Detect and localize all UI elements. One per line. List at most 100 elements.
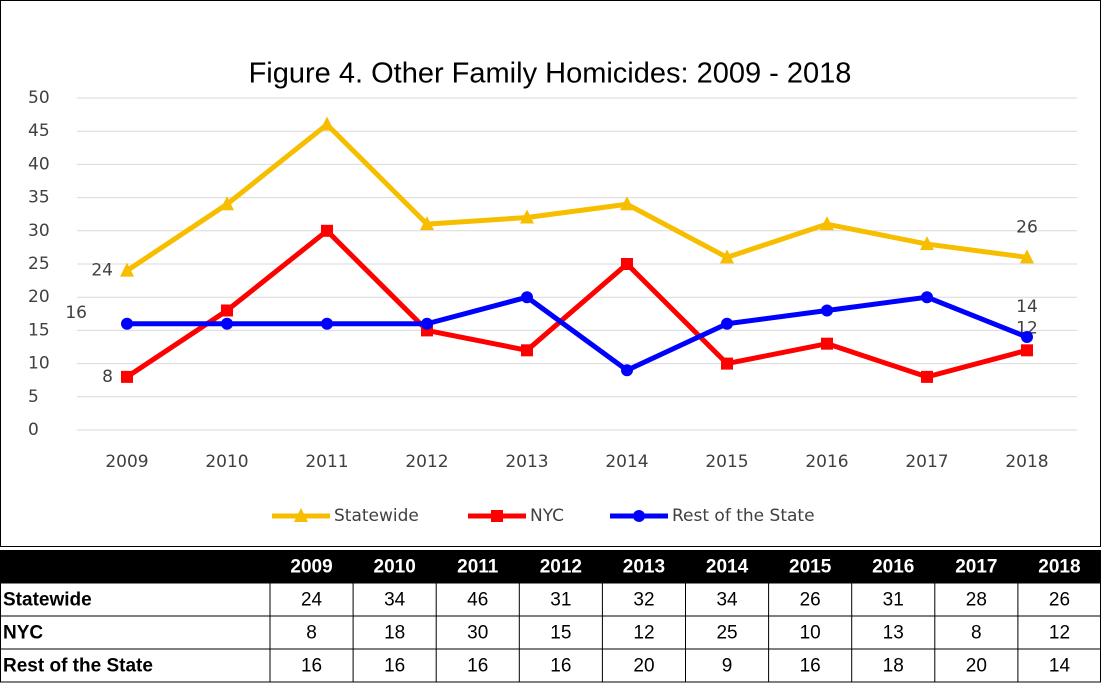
data-label: 26 <box>1016 217 1038 237</box>
table-cell: 15 <box>550 623 571 644</box>
table-cell: 28 <box>966 590 987 611</box>
marker <box>121 317 133 330</box>
series-line <box>127 294 1028 373</box>
marker <box>321 224 333 237</box>
table-cell: 16 <box>301 656 322 677</box>
table-header: 2016 <box>872 557 914 578</box>
chart-border <box>0 0 1101 547</box>
y-tick-label: 15 <box>28 320 50 340</box>
table-cell: 16 <box>384 656 405 677</box>
table-cell: 32 <box>633 590 654 611</box>
x-tick-label: 2010 <box>205 452 248 472</box>
table-cell: 9 <box>722 656 733 677</box>
legend-label: NYC <box>530 506 564 526</box>
table-cell: 13 <box>883 623 904 644</box>
table-header: 2014 <box>706 557 749 578</box>
table-cell: 12 <box>633 623 654 644</box>
table-header: 2012 <box>540 557 582 578</box>
x-tick-label: 2014 <box>605 452 648 472</box>
marker <box>520 209 534 224</box>
y-tick-label: 50 <box>28 88 50 108</box>
marker <box>1021 344 1033 357</box>
x-tick-label: 2015 <box>705 452 748 472</box>
series-line <box>125 122 1028 273</box>
table-header: 2017 <box>955 557 997 578</box>
y-tick-label: 5 <box>28 387 39 407</box>
marker <box>321 317 333 330</box>
marker <box>921 291 933 304</box>
x-tick-label: 2009 <box>105 452 148 472</box>
table-cell: 26 <box>800 590 821 611</box>
y-tick-label: 35 <box>28 188 50 208</box>
table-cell: 18 <box>384 623 405 644</box>
table-row-label: NYC <box>3 623 43 644</box>
x-tick-label: 2011 <box>305 452 348 472</box>
table-header: 2018 <box>1038 557 1080 578</box>
marker <box>220 196 234 211</box>
marker <box>721 357 733 370</box>
y-tick-label: 0 <box>28 420 39 440</box>
table-header: 2009 <box>290 557 332 578</box>
y-tick-label: 40 <box>28 154 50 174</box>
table-cell: 20 <box>633 656 654 677</box>
y-tick-label: 10 <box>28 354 50 374</box>
marker <box>621 364 633 377</box>
marker <box>1020 249 1034 264</box>
table-row <box>0 615 1101 650</box>
marker <box>1021 331 1033 344</box>
data-label: 14 <box>1016 297 1038 317</box>
table-header: 2011 <box>457 557 499 578</box>
table-cell: 8 <box>971 623 982 644</box>
table-cell: 26 <box>1049 590 1070 611</box>
table-row <box>0 582 1101 617</box>
marker <box>221 304 233 317</box>
marker <box>221 317 233 330</box>
table-cell: 8 <box>306 623 317 644</box>
x-tick-label: 2012 <box>405 452 448 472</box>
legend-label: Rest of the State <box>672 506 815 526</box>
table-header: 2013 <box>623 557 665 578</box>
marker <box>420 216 434 231</box>
marker <box>521 291 533 304</box>
data-label: 24 <box>91 261 113 281</box>
series-line <box>125 228 1028 380</box>
table-cell: 24 <box>301 590 323 611</box>
table-cell: 10 <box>800 623 821 644</box>
marker <box>120 262 134 277</box>
table-header-bg <box>0 550 1101 583</box>
marker <box>721 317 733 330</box>
table-cell: 31 <box>550 590 571 611</box>
table-row-label: Statewide <box>3 590 92 611</box>
marker <box>320 116 334 131</box>
data-label: 16 <box>65 303 87 323</box>
table-cell: 16 <box>800 656 821 677</box>
marker <box>620 196 634 211</box>
table-cell: 12 <box>1049 623 1070 644</box>
marker <box>921 370 933 383</box>
marker <box>621 258 633 270</box>
marker <box>820 216 834 231</box>
table-cell: 20 <box>966 656 987 677</box>
y-tick-label: 20 <box>28 287 50 307</box>
marker <box>121 370 133 383</box>
marker <box>821 337 833 350</box>
x-tick-label: 2016 <box>805 452 848 472</box>
chart-title: Figure 4. Other Family Homicides: 2009 -… <box>249 58 852 90</box>
y-tick-label: 25 <box>28 254 50 274</box>
legend-marker <box>633 510 645 522</box>
table-cell: 31 <box>883 590 904 611</box>
table-cell: 16 <box>467 656 488 677</box>
x-tick-label: 2013 <box>505 452 548 472</box>
table-cell: 30 <box>467 623 488 644</box>
table-row <box>0 648 1101 683</box>
table-cell: 34 <box>716 590 738 611</box>
y-tick-label: 45 <box>28 121 50 141</box>
data-label: 8 <box>102 367 113 387</box>
x-tick-label: 2017 <box>905 452 948 472</box>
marker <box>421 317 433 330</box>
marker <box>521 344 533 357</box>
x-tick-label: 2018 <box>1005 452 1048 472</box>
marker <box>920 236 934 251</box>
table-cell: 16 <box>550 656 571 677</box>
